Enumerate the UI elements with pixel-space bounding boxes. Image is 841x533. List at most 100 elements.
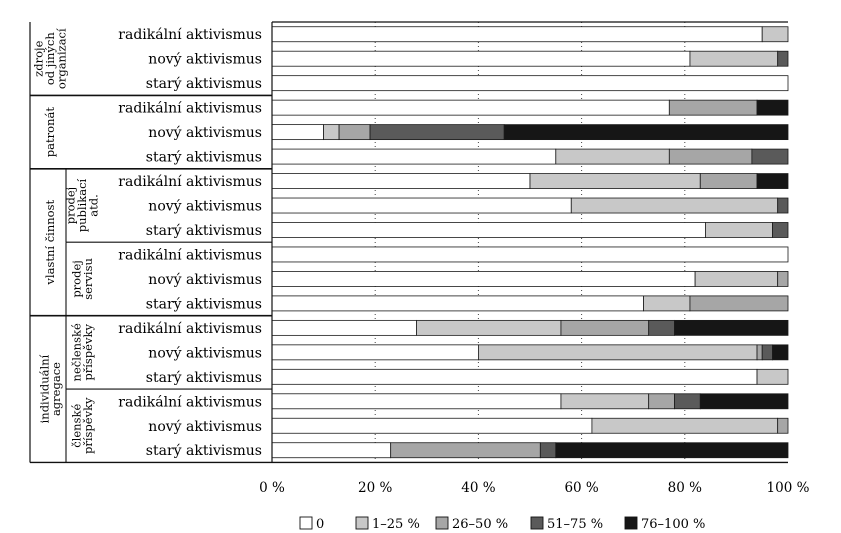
bar-segment: [271, 246, 789, 263]
row-label: radikální aktivismus: [118, 101, 262, 117]
x-tick-label: 20 %: [358, 480, 392, 496]
row-label: radikální aktivismus: [118, 247, 262, 263]
bar-segment: [648, 393, 675, 410]
bar-segment: [689, 295, 789, 312]
group-label-line: vlastní činnost: [43, 200, 57, 286]
bar-segment: [323, 124, 340, 141]
row-label: nový aktivismus: [148, 344, 262, 361]
legend: 0 1–25 % 26–50 % 51–75 % 76–100 %: [299, 516, 705, 532]
legend-swatch: [355, 516, 369, 530]
bar-segment: [668, 148, 753, 165]
bar-segment: [555, 148, 670, 165]
row-label: starý aktivismus: [146, 442, 262, 459]
row-label: nový aktivismus: [148, 271, 262, 288]
row-label: nový aktivismus: [148, 51, 262, 68]
bar-segment: [751, 148, 789, 165]
legend-label: 26–50 %: [452, 517, 508, 532]
x-tick-label: 100 %: [767, 480, 810, 496]
bar-segment: [271, 173, 531, 189]
row-label: radikální aktivismus: [118, 321, 262, 337]
bar-segment: [761, 344, 773, 361]
bar-segment: [668, 99, 758, 116]
group-label: individuálníagregace: [37, 354, 63, 423]
bar-segment: [694, 271, 779, 287]
bar-segment: [271, 271, 696, 287]
bar-segment: [271, 99, 670, 116]
subgroup-label: člensképříspěvky: [69, 397, 95, 454]
bar-segment: [271, 295, 644, 312]
bar-segment: [777, 197, 789, 214]
bar-segment: [539, 442, 557, 459]
legend-label: 76–100 %: [641, 517, 705, 532]
row-label: nový aktivismus: [148, 124, 262, 141]
group-label-line: zdroje: [32, 40, 46, 76]
legend-swatch: [624, 516, 638, 530]
bar-segment: [271, 442, 392, 459]
row-label: starý aktivismus: [146, 295, 262, 312]
bar-segment: [271, 148, 557, 165]
bar-segment: [271, 393, 562, 410]
row-label: nový aktivismus: [148, 198, 262, 215]
bar-segment: [271, 417, 593, 434]
bar-segment: [648, 319, 675, 336]
row-label: nový aktivismus: [148, 418, 262, 435]
group-label-line: nečlenské: [69, 323, 83, 381]
bar-segment: [777, 50, 789, 67]
row-label: radikální aktivismus: [118, 27, 262, 43]
bar-segment: [271, 368, 758, 385]
bar-segment: [674, 319, 789, 336]
bar-segment: [570, 197, 779, 214]
row-labels: radikální aktivismus nový aktivismus starý…: [118, 27, 262, 459]
bar-segment: [271, 319, 417, 336]
group-label-line: agregace: [49, 362, 63, 416]
x-tick-label: 40 %: [461, 480, 495, 496]
bar-segment: [503, 124, 789, 141]
x-tick-label: 80 %: [668, 480, 702, 496]
chart-frame: [29, 21, 788, 464]
bar-segment: [761, 26, 789, 43]
bar-segment: [772, 222, 789, 238]
bar-segment: [271, 222, 706, 238]
gridlines: [374, 22, 686, 463]
bar-segment: [560, 319, 650, 336]
subgroup-label: prodejservisu: [69, 258, 95, 300]
bar-segment: [689, 50, 779, 67]
bar-segment: [674, 393, 701, 410]
bar-segment: [756, 173, 789, 189]
bar-segment: [271, 75, 789, 92]
group-label: patronát: [43, 107, 57, 158]
bar-segment: [756, 344, 763, 361]
legend-label: 51–75 %: [547, 517, 603, 532]
legend-swatch: [299, 516, 313, 530]
bar-segment: [390, 442, 541, 459]
row-label: starý aktivismus: [146, 75, 262, 92]
bar-segment: [699, 173, 758, 189]
bar-segment: [591, 417, 779, 434]
row-label: radikální aktivismus: [118, 394, 262, 410]
bar-segment: [699, 393, 789, 410]
bar-segment: [369, 124, 505, 141]
bar-segment: [756, 368, 789, 385]
row-label: radikální aktivismus: [118, 174, 262, 190]
bar-segment: [772, 344, 789, 361]
bar-segment: [477, 344, 758, 361]
bar-segment: [643, 295, 691, 312]
group-label-line: publikací: [75, 178, 89, 232]
group-label-line: atd.: [87, 194, 101, 217]
bars: [271, 26, 789, 459]
bar-segment: [756, 99, 789, 116]
legend-label: 1–25 %: [372, 517, 420, 532]
legend-label: 0: [316, 517, 324, 532]
legend-swatch: [530, 516, 544, 530]
group-label-line: prodej: [64, 187, 78, 225]
x-axis-ticks: 0 % 20 % 40 % 60 % 80 % 100 %: [259, 480, 809, 496]
legend-swatch: [435, 516, 449, 530]
group-label-line: patronát: [43, 107, 57, 158]
x-tick-label: 0 %: [259, 480, 285, 496]
row-label: starý aktivismus: [146, 369, 262, 386]
bar-segment: [271, 344, 479, 361]
group-label-line: servisu: [81, 258, 95, 300]
group-label-line: od jiných: [43, 32, 57, 86]
group-labels: zdrojeod jinýchorganizací patronát vlastní…: [32, 28, 101, 454]
